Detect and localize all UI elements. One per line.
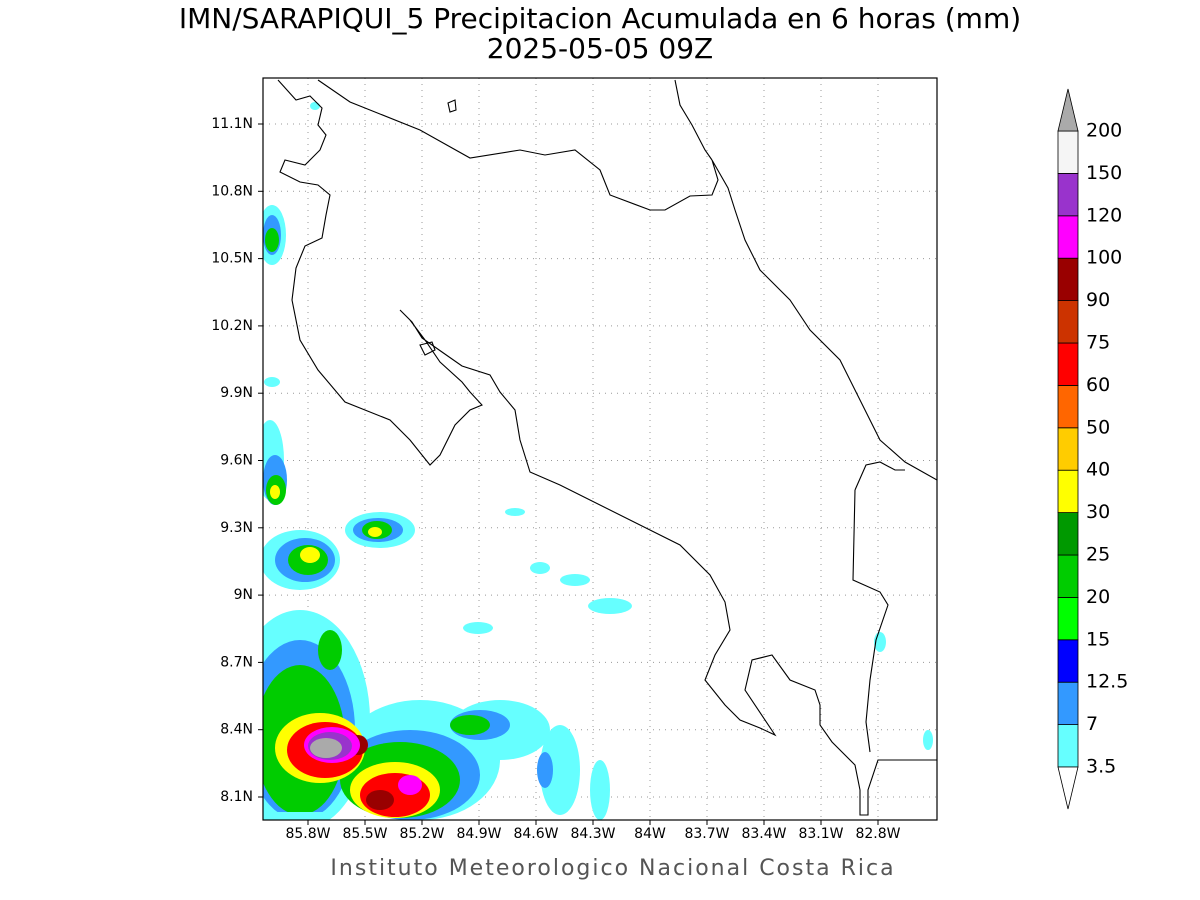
colorbar-segment (1057, 681, 1079, 726)
footer: Instituto Meteorologico Nacional Costa R… (330, 856, 895, 881)
colorbar-segment (1057, 257, 1079, 302)
colorbar-label: 7 (1086, 713, 1098, 735)
lon-tick-label: 83.1W (798, 826, 843, 842)
colorbar-segment (1057, 300, 1079, 344)
colorbar-label: 50 (1086, 416, 1110, 438)
colorbar-label: 20 (1086, 586, 1110, 608)
colorbar-segment (1057, 469, 1079, 514)
lon-tick-label: 82.8W (855, 826, 900, 842)
colorbar-segment (1057, 384, 1079, 429)
lat-tick-label: 8.7N (220, 654, 253, 670)
colorbar-label: 200 (1086, 120, 1122, 142)
lon-tick-label: 85.2W (399, 826, 444, 842)
colorbar-label: 120 (1086, 204, 1122, 226)
colorbar-over (1057, 88, 1079, 132)
lat-tick-label: 8.4N (220, 722, 253, 738)
colorbar-label: 15 (1086, 628, 1110, 650)
colorbar-label: 3.5 (1086, 756, 1116, 778)
colorbar-label: 40 (1086, 459, 1110, 481)
colorbar-segment (1057, 639, 1079, 683)
precipitation (263, 102, 933, 820)
colorbar-label: 90 (1086, 289, 1110, 311)
colorbar-segment (1057, 172, 1079, 217)
colorbar-segment (1057, 130, 1079, 174)
lat-tick-label: 9.6N (220, 453, 253, 469)
lon-tick-label: 84.6W (513, 826, 558, 842)
colorbar-segment (1057, 342, 1079, 386)
colorbar-label: 30 (1086, 501, 1110, 523)
lat-tick-label: 10.5N (211, 251, 253, 267)
colorbar-segment (1057, 512, 1079, 556)
colorbar-segment (1057, 554, 1079, 598)
colorbar-segment (1057, 724, 1079, 768)
colorbar-label: 12.5 (1086, 671, 1128, 693)
lat-tick-label: 9N (234, 587, 253, 603)
colorbar-label: 60 (1086, 374, 1110, 396)
colorbar-label: 150 (1086, 162, 1122, 184)
title: IMN/SARAPIQUI_5 Precipitacion Acumulada … (179, 2, 1021, 35)
colorbar-label: 25 (1086, 544, 1110, 566)
coastlines (277, 79, 937, 816)
lon-tick-label: 83.4W (741, 826, 786, 842)
colorbar-segment (1057, 215, 1079, 259)
colorbar-under (1057, 766, 1079, 810)
lat-tick-label: 10.8N (211, 183, 253, 199)
map-frame (262, 77, 938, 821)
subtitle: 2025-05-05 09Z (487, 32, 713, 65)
lon-tick-label: 84W (634, 826, 666, 842)
lon-tick-label: 84.9W (456, 826, 501, 842)
lat-tick-label: 9.9N (220, 385, 253, 401)
lat-tick-label: 9.3N (220, 520, 253, 536)
colorbar-label: 75 (1086, 332, 1110, 354)
colorbar-segment (1057, 427, 1079, 471)
colorbar-segment (1057, 597, 1079, 641)
lat-tick-label: 10.2N (211, 318, 253, 334)
lon-tick-label: 84.3W (570, 826, 615, 842)
lat-tick-label: 8.1N (220, 789, 253, 805)
colorbar-label: 100 (1086, 247, 1122, 269)
lon-tick-label: 83.7W (684, 826, 729, 842)
colorbar: 3.5 7 12.5 15 20 25 30 40 50 60 75 90 100 120 150 200 (1057, 88, 1128, 810)
lon-tick-label: 85.8W (285, 826, 330, 842)
lon-tick-label: 85.5W (342, 826, 387, 842)
lat-tick-label: 11.1N (211, 116, 253, 132)
